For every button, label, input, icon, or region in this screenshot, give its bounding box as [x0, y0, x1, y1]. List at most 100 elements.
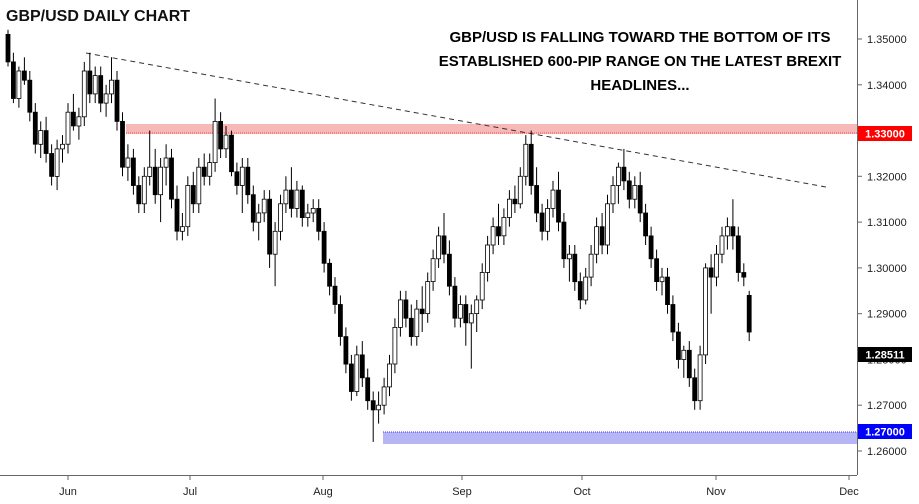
candle-body [648, 235, 654, 260]
candle [376, 391, 382, 424]
candles-layer [5, 29, 752, 442]
y-ticks-layer: 1.35000 1.34000 1.33000 1.32000 1.31000 1.300… [857, 34, 907, 458]
x-tick-label: Jun [59, 486, 77, 498]
candle-body [343, 336, 349, 365]
candle [348, 354, 354, 401]
resistance-price-tag: 1.33000 [858, 126, 912, 141]
candle-body [676, 331, 681, 360]
candle [32, 103, 38, 154]
candle [621, 148, 627, 191]
candle [556, 171, 561, 232]
candle [381, 377, 387, 415]
candle [501, 208, 507, 245]
candle [201, 153, 207, 186]
candle-body [719, 235, 725, 255]
candle-body [120, 121, 125, 168]
candle-body [218, 121, 224, 150]
candle-body [261, 198, 267, 214]
candle-body [479, 272, 485, 301]
candle [43, 116, 49, 163]
candle [545, 199, 550, 241]
candle-body [746, 294, 752, 333]
candle-body [256, 212, 262, 223]
candle [490, 217, 496, 255]
candle [125, 144, 131, 181]
candle-body [147, 166, 153, 177]
candle [71, 93, 76, 131]
candle [703, 263, 708, 364]
candle-body [49, 153, 54, 177]
candle-body [616, 166, 621, 186]
candle [632, 176, 638, 209]
candle [21, 57, 27, 85]
y-tick-label: 1.30000 [867, 263, 907, 275]
candle-body [152, 166, 158, 196]
candle [299, 185, 305, 227]
candle-body [670, 304, 676, 333]
candle [179, 213, 185, 241]
candle-body [201, 166, 207, 177]
candle-body [496, 226, 501, 237]
candle [212, 98, 218, 172]
candle-body [446, 253, 452, 287]
candle-body [392, 326, 398, 365]
candle-body [583, 276, 589, 301]
resistance-price-tag-text: 1.33000 [865, 129, 905, 141]
candle [332, 277, 338, 314]
x-tick-label: Jul [183, 486, 197, 498]
candle [337, 295, 343, 346]
candle [283, 176, 289, 213]
candle-body [681, 349, 687, 360]
candle [218, 112, 224, 158]
candle [272, 222, 278, 287]
candle-body [621, 166, 627, 182]
candle [648, 226, 654, 268]
candle [38, 121, 44, 158]
candle-body [665, 276, 670, 306]
candle [354, 345, 360, 397]
candle-body [457, 304, 463, 319]
candle [561, 213, 567, 268]
candle-body [196, 166, 202, 205]
candle-body [337, 304, 343, 337]
candle [365, 368, 371, 410]
candle [725, 217, 730, 250]
candle-body [577, 281, 583, 301]
candle-body [267, 198, 273, 255]
candle-body [305, 212, 311, 218]
candle [229, 130, 234, 177]
candle [278, 194, 283, 241]
candle-body [708, 267, 714, 278]
candle-body [430, 258, 436, 283]
candle-body [354, 354, 360, 392]
candle [103, 84, 109, 117]
candle-body [501, 217, 507, 237]
candle-body [98, 75, 104, 104]
candle [408, 304, 414, 346]
candle [512, 185, 518, 213]
candle [463, 295, 469, 346]
last-price-tag-text: 1.28511 [865, 350, 904, 362]
candle [681, 345, 687, 378]
candle-body [54, 148, 60, 177]
candle-body [310, 207, 316, 214]
candle [659, 267, 665, 296]
support-price-tag: 1.27000 [858, 424, 912, 439]
candle [370, 391, 376, 442]
candle [654, 249, 659, 291]
support-price-tag-box [858, 424, 912, 439]
candle-body [158, 166, 164, 196]
candle [343, 327, 349, 374]
candle [708, 254, 714, 314]
candle-body [485, 244, 491, 273]
candle-body [21, 70, 27, 81]
candle [528, 130, 534, 195]
candle [496, 203, 501, 245]
candle-body [714, 253, 719, 278]
candle-body [686, 349, 692, 379]
candle-body [103, 93, 109, 104]
candle-body [735, 235, 741, 273]
candle-body [207, 162, 213, 177]
candle [288, 167, 294, 218]
candle-body [348, 363, 354, 392]
